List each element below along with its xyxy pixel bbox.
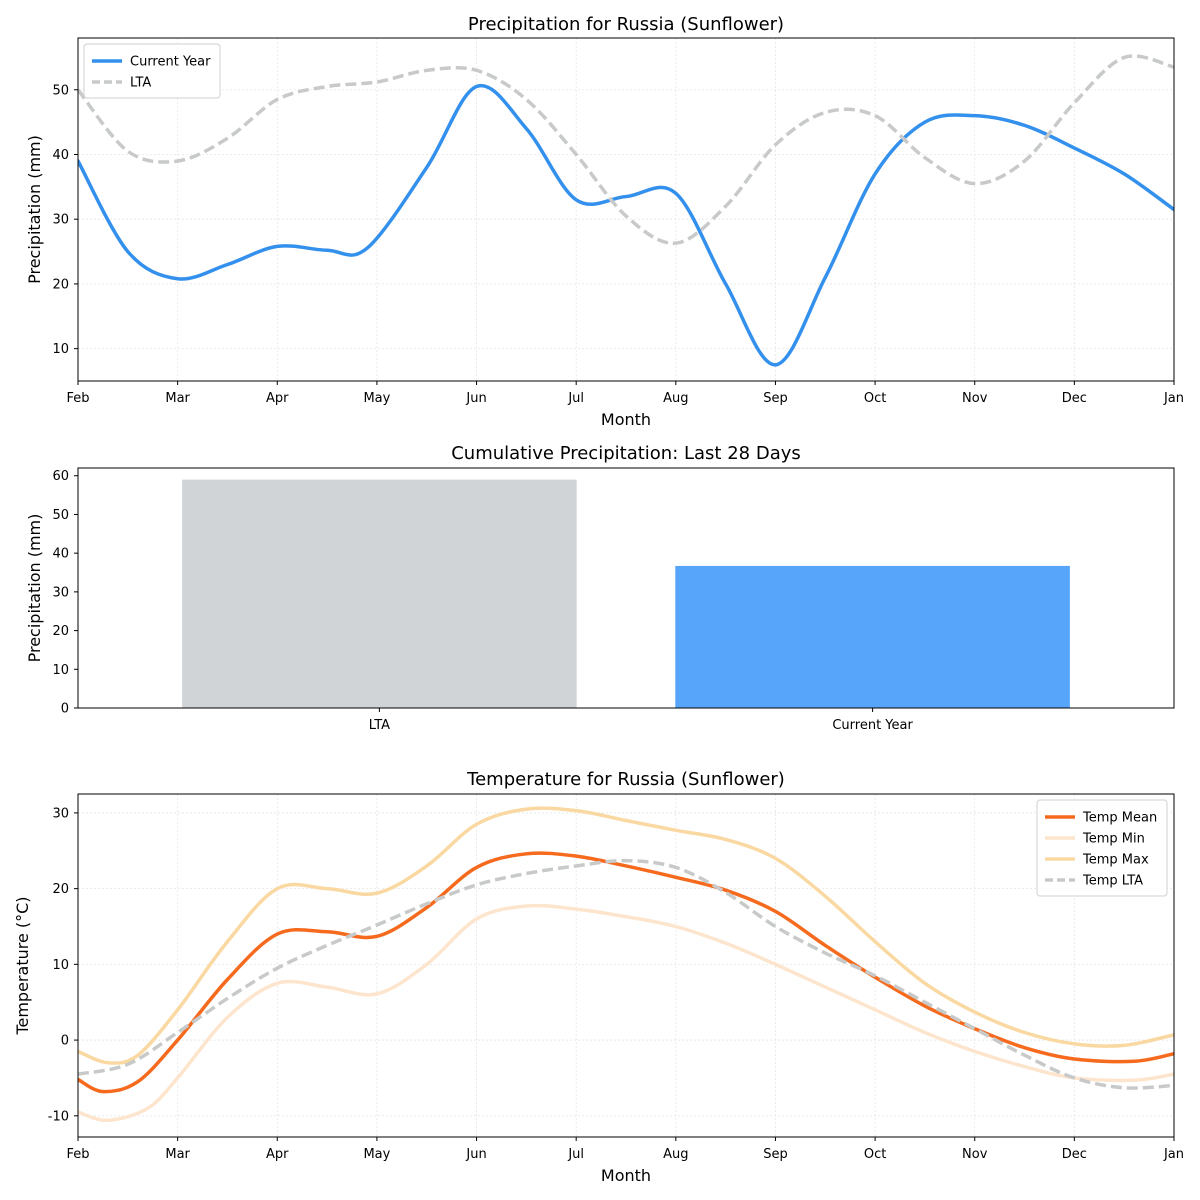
y-tick-label: 40 xyxy=(52,547,69,562)
chart-title: Precipitation for Russia (Sunflower) xyxy=(468,14,784,35)
x-tick-label: Dec xyxy=(1062,1147,1087,1162)
x-tick-label: Jun xyxy=(465,391,486,406)
y-tick-label: 30 xyxy=(52,213,69,228)
x-tick-label: Mar xyxy=(165,391,190,406)
legend: Current Year LTA xyxy=(83,43,221,99)
x-axis-label: Month xyxy=(601,1166,651,1185)
series-line-temp-max xyxy=(78,806,1174,1065)
y-tick-label: 10 xyxy=(52,958,69,973)
x-tick-label: Nov xyxy=(962,391,988,406)
x-tick-label: May xyxy=(363,391,390,406)
y-tick-label: 10 xyxy=(52,663,69,678)
x-tick-label: Feb xyxy=(66,1147,89,1162)
y-tick-label: 30 xyxy=(52,585,69,600)
x-axis-label: Month xyxy=(601,410,651,429)
cumulative-precipitation-bar-chart: Cumulative Precipitation: Last 28 Days L… xyxy=(25,443,1175,733)
chart-title: Temperature for Russia (Sunflower) xyxy=(466,769,785,790)
y-tick-label: 20 xyxy=(52,882,69,897)
x-tick-label: Jan xyxy=(1163,391,1184,406)
y-axis-label: Temperature (°C) xyxy=(13,896,32,1035)
x-tick-label: Jun xyxy=(465,1147,486,1162)
y-tick-label: 50 xyxy=(52,508,69,523)
legend-label-temp-max: Temp Max xyxy=(1082,853,1149,868)
temperature-line-chart: Temperature for Russia (Sunflower) Feb Ma… xyxy=(13,769,1184,1185)
y-tick-label: 20 xyxy=(52,624,69,639)
y-axis-label: Precipitation (mm) xyxy=(25,135,44,284)
legend-box xyxy=(83,43,221,99)
plot-frame xyxy=(77,467,1175,709)
y-tick-label: 60 xyxy=(52,469,69,484)
legend-label-temp-mean: Temp Mean xyxy=(1082,811,1157,826)
x-tick-label: Sep xyxy=(763,1147,788,1162)
y-tick-label: 40 xyxy=(52,148,69,163)
legend-label-temp-lta: Temp LTA xyxy=(1082,874,1143,889)
y-tick-label: 30 xyxy=(52,806,69,821)
x-tick-label: Mar xyxy=(165,1147,190,1162)
x-tick-label: Jul xyxy=(567,1147,584,1162)
series-line-current-year xyxy=(78,83,1174,367)
plot-frame xyxy=(77,37,1175,382)
x-tick-label: Feb xyxy=(66,391,89,406)
x-tick-label: Aug xyxy=(663,1147,688,1162)
x-tick-label: Current Year xyxy=(832,718,913,733)
legend-label-lta: LTA xyxy=(130,76,151,91)
x-tick-label: Sep xyxy=(763,391,788,406)
x-tick-label: May xyxy=(363,1147,390,1162)
y-tick-label: 20 xyxy=(52,277,69,292)
precipitation-line-chart: Precipitation for Russia (Sunflower) Feb… xyxy=(25,14,1184,429)
y-tick-label: 50 xyxy=(52,83,69,98)
x-tick-label: LTA xyxy=(369,718,390,733)
x-tick-label: Jul xyxy=(567,391,584,406)
x-tick-label: Dec xyxy=(1062,391,1087,406)
x-tick-label: Apr xyxy=(266,1147,289,1162)
series-line-temp-min xyxy=(78,903,1174,1123)
legend-label-current-year: Current Year xyxy=(130,55,211,70)
y-axis-label: Precipitation (mm) xyxy=(25,514,44,663)
x-tick-label: Oct xyxy=(864,391,886,406)
x-tick-label: Aug xyxy=(663,391,688,406)
y-tick-label: 0 xyxy=(61,702,69,717)
series-line-lta xyxy=(78,54,1174,245)
series-line-temp-mean xyxy=(78,851,1174,1094)
x-tick-label: Apr xyxy=(266,391,289,406)
y-tick-label: -10 xyxy=(48,1109,69,1124)
x-tick-label: Jan xyxy=(1163,1147,1184,1162)
chart-title: Cumulative Precipitation: Last 28 Days xyxy=(451,443,801,464)
series-line-temp-lta xyxy=(78,858,1174,1090)
x-tick-label: Oct xyxy=(864,1147,886,1162)
legend-box xyxy=(1036,799,1168,897)
y-tick-label: 10 xyxy=(52,342,69,357)
y-tick-label: 0 xyxy=(61,1034,69,1049)
legend: Temp Mean Temp Min Temp Max Temp LTA xyxy=(1036,799,1168,897)
plot-frame xyxy=(77,793,1175,1138)
bar-current-year xyxy=(675,565,1070,708)
legend-label-temp-min: Temp Min xyxy=(1082,832,1145,847)
bar-lta xyxy=(182,479,577,708)
x-tick-label: Nov xyxy=(962,1147,988,1162)
